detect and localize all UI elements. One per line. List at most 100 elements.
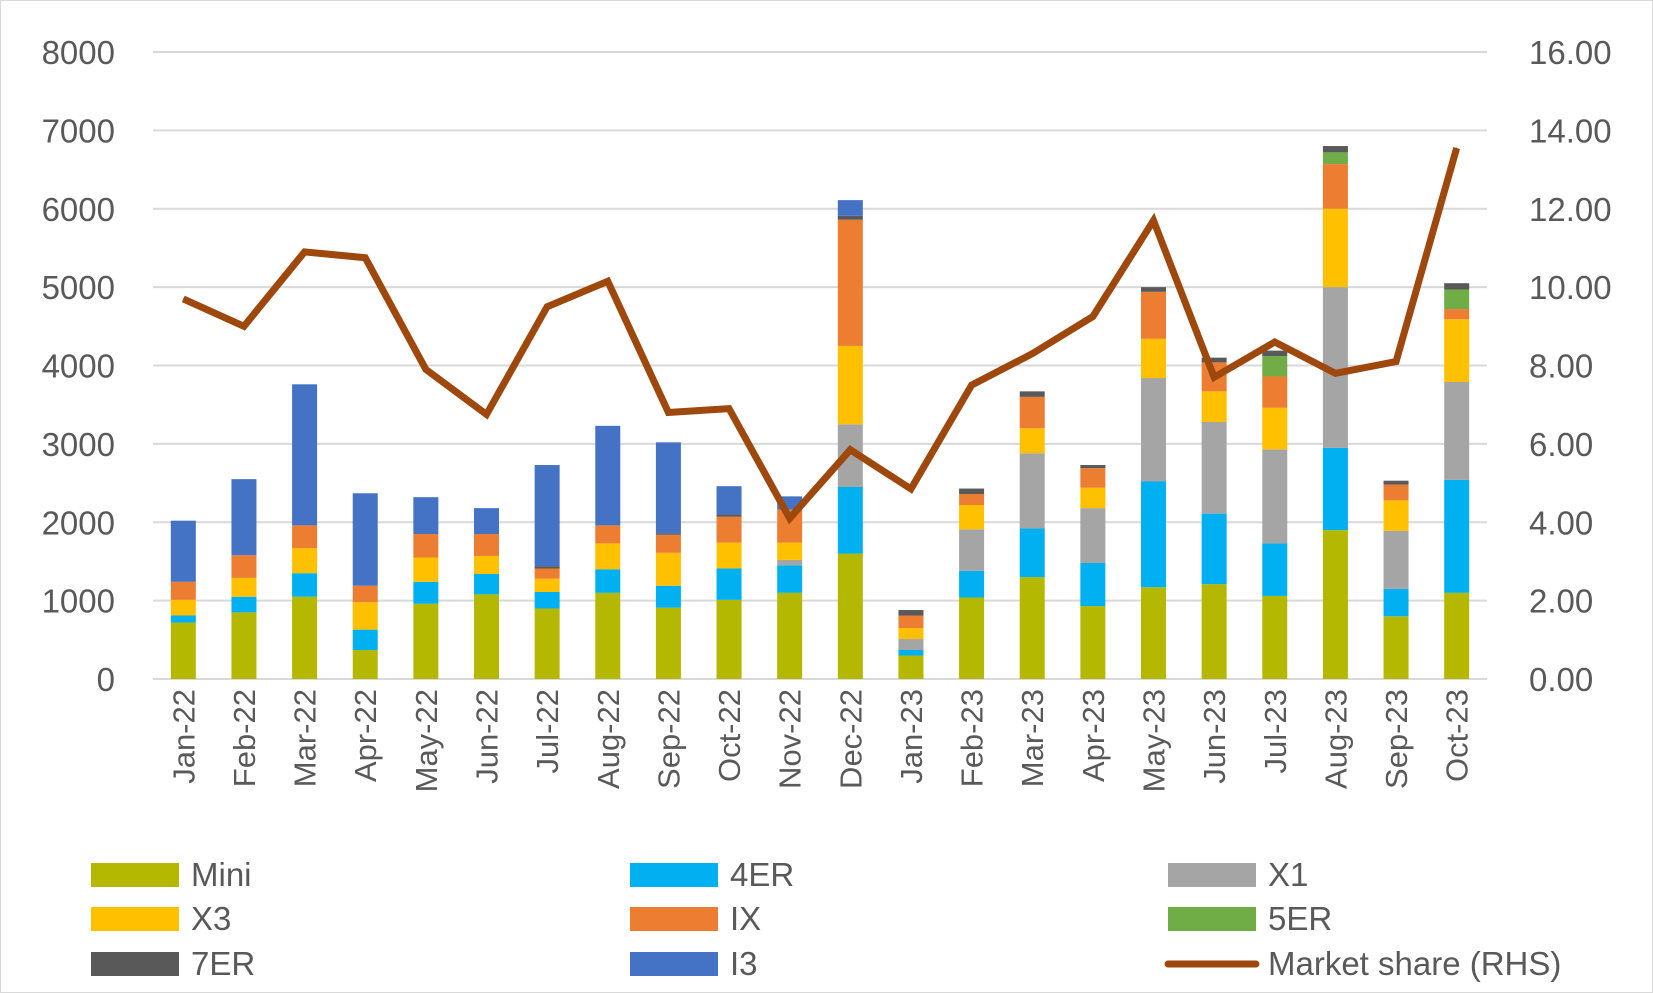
bar-segment-7er — [655, 533, 681, 535]
line-point — [1153, 220, 1154, 222]
x-tick-label: Jun-22 — [470, 689, 505, 784]
bar-segment-mini — [1262, 595, 1288, 679]
x-tick-label: Aug-22 — [591, 689, 626, 789]
line-point — [1213, 376, 1215, 378]
bar-segment-x3 — [1141, 338, 1166, 379]
y-tick-label: 1000 — [42, 583, 115, 620]
x-tick-label: Oct-22 — [712, 689, 747, 782]
bar-segment-7er — [1080, 465, 1106, 469]
bar-segment-x3 — [1322, 208, 1348, 288]
bar-segment-7er — [1322, 146, 1348, 153]
bar-segment-ix — [474, 534, 499, 556]
legend-label: X1 — [1268, 856, 1308, 893]
bar-segment-mini — [595, 592, 621, 679]
bar-segment-4er — [292, 573, 318, 597]
bar-segment-ix — [170, 581, 196, 600]
bar-segment-7er — [837, 215, 863, 220]
bar-segment-x3 — [1383, 500, 1409, 531]
bar-segment-ix — [595, 525, 621, 544]
bars-layer — [170, 146, 1470, 679]
bar-segment-x3 — [231, 577, 257, 597]
bar-segment-mini — [1141, 587, 1166, 679]
bar-segment-i3 — [170, 520, 196, 582]
x-tick-label: Mar-22 — [288, 689, 323, 787]
bar-segment-7er — [898, 610, 924, 616]
line-point — [243, 325, 245, 327]
bar-segment-4er — [655, 585, 681, 608]
y2-tick-label: 2.00 — [1529, 583, 1593, 620]
legend-label: 5ER — [1268, 900, 1332, 937]
bar-segment-ix — [898, 615, 924, 629]
bar-segment-4er — [1141, 481, 1166, 588]
bar-segment-7er — [1383, 480, 1409, 485]
y-tick-label: 0 — [97, 661, 115, 698]
bar-segment-4er — [959, 570, 985, 598]
x-tick-label: Jun-23 — [1197, 689, 1232, 784]
x-tick-label: Jul-22 — [530, 689, 565, 773]
bar-segment-4er — [1080, 563, 1106, 607]
bar-segment-x3 — [474, 555, 499, 574]
bar-segment-x1 — [1201, 421, 1227, 514]
line-point — [364, 257, 366, 259]
line-point — [728, 408, 730, 410]
legend-swatch-x3 — [91, 907, 179, 931]
bar-segment-7er — [1201, 357, 1227, 363]
line-point — [304, 251, 306, 253]
legend-label: Market share (RHS) — [1268, 945, 1561, 982]
bar-segment-ix — [655, 534, 681, 553]
bar-segment-x3 — [655, 552, 681, 586]
bar-segment-mini — [655, 607, 681, 679]
bar-segment-x3 — [413, 557, 439, 582]
bar-segment-4er — [1444, 479, 1470, 593]
bar-segment-mini — [413, 603, 439, 679]
bar-segment-x3 — [1201, 391, 1227, 422]
line-layer — [181, 147, 1461, 525]
bar-segment-4er — [595, 569, 621, 593]
bar-segment-i3 — [655, 442, 681, 534]
bar-segment-x1 — [898, 639, 924, 651]
x-tick-label: Sep-23 — [1379, 689, 1414, 789]
legend-swatch-i3 — [630, 952, 718, 976]
bar-segment-ix — [413, 534, 439, 558]
bar-segment-i3 — [534, 465, 560, 567]
bar-segment-mini — [1383, 616, 1409, 679]
bar-segment-i3 — [292, 384, 318, 526]
bar-segment-4er — [1322, 447, 1348, 531]
bar-segment-mini — [716, 599, 742, 679]
x-tick-label: Aug-23 — [1318, 689, 1353, 789]
bar-segment-4er — [716, 568, 742, 600]
line-point — [1334, 372, 1336, 374]
bar-segment-x1 — [1019, 453, 1045, 529]
bar-segment-x1 — [1141, 378, 1166, 482]
line-point — [1274, 341, 1276, 343]
bar-segment-5er — [1322, 152, 1348, 165]
bar-segment-x1 — [1383, 530, 1409, 589]
bar-segment-7er — [1262, 350, 1288, 357]
legend-swatch-mini — [91, 863, 179, 887]
bar-segment-mini — [898, 655, 924, 679]
x-tick-label: Mar-23 — [1015, 689, 1050, 787]
bar-segment-mini — [292, 596, 318, 679]
bar-segment-x1 — [1080, 508, 1106, 564]
legend-swatch-7er — [91, 952, 179, 976]
bar-segment-x3 — [1019, 428, 1045, 454]
bar-segment-i3 — [716, 486, 742, 515]
bar-segment-7er — [1444, 283, 1470, 290]
line-point — [971, 384, 973, 386]
x-tick-label: Jan-23 — [894, 689, 929, 784]
y-tick-label: 2000 — [42, 504, 115, 541]
x-tick-label: Apr-23 — [1076, 689, 1111, 782]
y-tick-label: 5000 — [42, 269, 115, 306]
bar-segment-4er — [837, 486, 863, 554]
bar-segment-ix — [292, 525, 318, 549]
y2-tick-label: 0.00 — [1529, 661, 1593, 698]
y-tick-label: 7000 — [42, 112, 115, 149]
bar-segment-4er — [413, 581, 439, 604]
legend: Mini 4ER X1 X3 IX 5ER 7ER I3 Market share (RHS) — [91, 856, 1561, 982]
bar-segment-4er — [1383, 588, 1409, 617]
bar-segment-5er — [1262, 356, 1288, 377]
line-point — [849, 449, 851, 451]
y2-tick-label: 4.00 — [1529, 504, 1593, 541]
bar-segment-mini — [352, 650, 378, 679]
